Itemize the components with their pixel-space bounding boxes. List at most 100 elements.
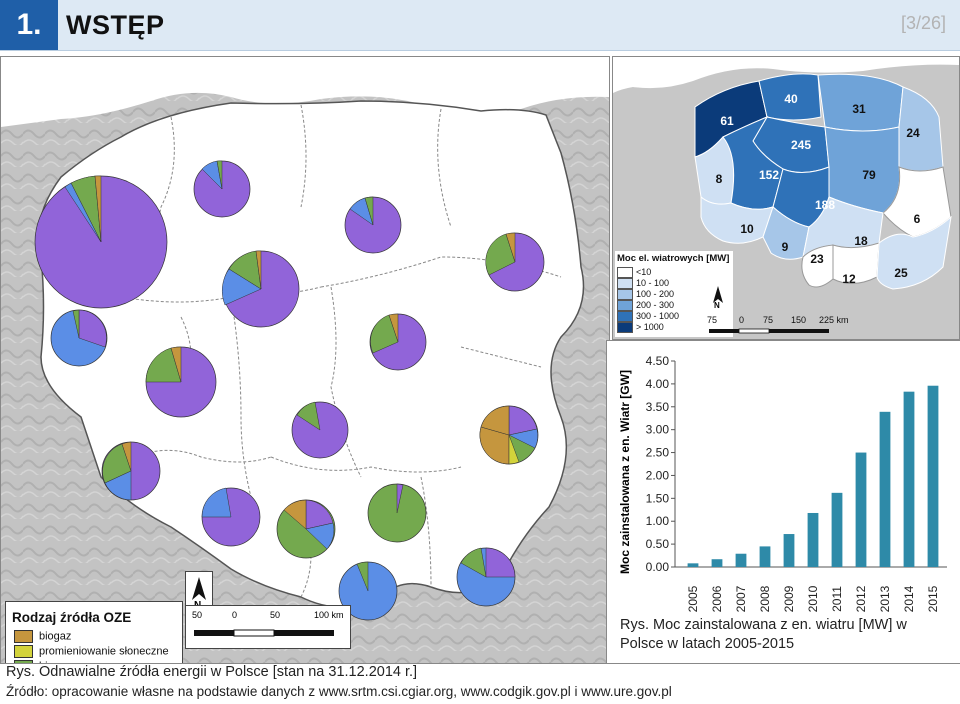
y-tick-label: 1.00 xyxy=(646,514,670,528)
scale-label: 75 xyxy=(763,315,774,325)
slide-header: 1. WSTĘP [3/26] xyxy=(0,0,960,51)
wind-legend-item: 100 - 200 xyxy=(617,289,675,301)
pie-warminsko-mazurskie xyxy=(344,196,402,254)
bar-2011 xyxy=(831,492,843,567)
legend-swatch xyxy=(617,289,633,301)
page-indicator: [3/26] xyxy=(900,13,946,33)
x-tick-label: 2011 xyxy=(830,586,844,612)
pie-mazowieckie xyxy=(369,313,427,371)
legend-label: 100 - 200 xyxy=(636,289,675,299)
y-tick-label: 4.00 xyxy=(646,377,670,391)
y-tick-label: 3.00 xyxy=(646,423,670,437)
wind-legend-title: Moc el. wiatrowych [MW] xyxy=(617,253,730,264)
scale-label: 50 xyxy=(270,610,281,620)
legend-swatch xyxy=(617,311,633,323)
scale-label: 0 xyxy=(232,610,238,620)
pie-slaskie xyxy=(276,499,336,559)
pie-opolskie xyxy=(201,487,261,547)
map-caption: Rys. Odnawialne źródła energii w Polsce … xyxy=(6,664,418,680)
wind-legend-item: 200 - 300 xyxy=(617,300,674,312)
north-arrow-icon xyxy=(192,577,206,600)
legend-label: biogaz xyxy=(39,630,72,643)
x-tick-label: 2014 xyxy=(902,585,916,612)
legend-label: 300 - 1000 xyxy=(636,311,680,321)
region-value: 9 xyxy=(782,240,789,254)
bar-2014 xyxy=(903,391,915,567)
region-value: 188 xyxy=(815,198,835,212)
region-value: 31 xyxy=(852,102,866,116)
pie-malopolskie xyxy=(338,561,398,621)
scale-bar-graphic xyxy=(709,328,829,334)
legend-label: biomasa xyxy=(39,660,81,663)
bar-2005 xyxy=(687,563,699,567)
scale-label: 50 xyxy=(192,610,203,620)
legend-swatch xyxy=(14,645,33,658)
region-value: 18 xyxy=(854,234,868,248)
bar-2008 xyxy=(759,546,771,567)
pie-podlaskie xyxy=(485,232,545,292)
region-value: 10 xyxy=(740,222,754,236)
y-tick-label: 2.00 xyxy=(646,468,670,482)
y-tick-label: 0.00 xyxy=(646,560,670,574)
wind-capacity-map: 61 40 31 24 245 8 152 79 188 10 9 6 23 1… xyxy=(612,56,960,340)
region-value: 8 xyxy=(716,172,723,186)
region-value: 12 xyxy=(842,272,856,286)
north-label: N xyxy=(714,301,720,310)
region-value-labels: 61 40 31 24 245 8 152 79 188 10 9 6 23 1… xyxy=(716,92,921,286)
bar-2013 xyxy=(879,411,891,567)
region-value: 23 xyxy=(810,252,824,266)
x-tick-label: 2008 xyxy=(758,585,772,612)
pie-lubuskie xyxy=(50,309,108,367)
region-value: 24 xyxy=(906,126,920,140)
wind-legend-item: 300 - 1000 xyxy=(617,311,680,323)
x-tick-label: 2005 xyxy=(686,585,700,612)
pie-kujawsko-pomorskie xyxy=(221,250,300,328)
scale-label: 0 xyxy=(739,315,745,325)
legend-item-solar: promieniowanie słoneczne xyxy=(14,645,169,659)
legend-label: > 1000 xyxy=(636,322,664,332)
region-value: 40 xyxy=(784,92,798,106)
bar-2015 xyxy=(927,385,939,567)
wind-legend-item: <10 xyxy=(617,267,651,279)
x-tick-label: 2013 xyxy=(878,585,892,612)
legend-swatch xyxy=(617,278,633,290)
pie-podkarpackie xyxy=(456,547,516,607)
y-tick-label: 4.50 xyxy=(646,354,670,368)
x-tick-label: 2006 xyxy=(710,585,724,612)
x-tick-label: 2007 xyxy=(734,585,748,612)
region-value: 61 xyxy=(720,114,734,128)
y-tick-label: 1.50 xyxy=(646,491,670,505)
x-tick-label: 2012 xyxy=(854,585,868,612)
pie-wielkopolskie xyxy=(145,346,217,418)
x-tick-label: 2010 xyxy=(806,585,820,612)
region-value: 6 xyxy=(914,212,921,226)
scale-label: 225 km xyxy=(819,315,849,325)
renewable-sources-map: Rodzaj źródła OZE biogaz promieniowanie … xyxy=(0,56,610,664)
pie-lodzkie xyxy=(291,401,349,459)
legend-item-biomass: biomasa xyxy=(14,660,81,663)
legend-swatch xyxy=(14,630,33,643)
pie-pomorskie xyxy=(193,160,251,218)
scale-bar-graphic xyxy=(194,629,334,637)
wind-capacity-chart: Moc zainstalowana z en. Wiatr [GW] 0.00 0.… xyxy=(606,340,960,664)
wind-legend-item: 10 - 100 xyxy=(617,278,669,290)
scale-bar: 50 0 50 100 km xyxy=(185,605,351,649)
bar-2006 xyxy=(711,559,723,567)
legend-swatch xyxy=(617,322,633,334)
y-tick-label: 2.50 xyxy=(646,446,670,460)
bar-2012 xyxy=(855,452,867,567)
x-tick-label: 2009 xyxy=(782,585,796,612)
region-value: 245 xyxy=(791,138,811,152)
pie-dolnoslaskie xyxy=(101,441,161,501)
region-value: 152 xyxy=(759,168,779,182)
oze-legend-title: Rodzaj źródła OZE xyxy=(12,610,132,625)
x-tick-label: 2015 xyxy=(926,585,940,612)
y-tick-label: 3.50 xyxy=(646,400,670,414)
oze-legend: Rodzaj źródła OZE biogaz promieniowanie … xyxy=(5,601,183,663)
wind-voivodeship-map: 61 40 31 24 245 8 152 79 188 10 9 6 23 1… xyxy=(613,57,959,339)
bar-2010 xyxy=(807,512,819,567)
source-caption: Źródło: opracowanie własne na podstawie … xyxy=(6,684,672,699)
bar-2009 xyxy=(783,534,795,567)
bar-2007 xyxy=(735,553,747,567)
scale-label: 150 xyxy=(791,315,807,325)
